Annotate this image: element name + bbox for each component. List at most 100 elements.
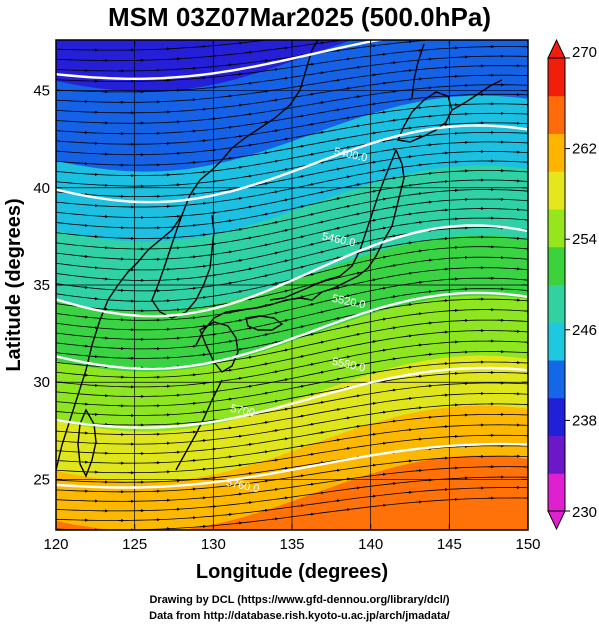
wind-arrow xyxy=(425,352,433,357)
y-tick-label: 25 xyxy=(33,471,50,488)
wind-arrow xyxy=(353,486,361,490)
wind-arrow xyxy=(333,499,341,503)
height-contour xyxy=(56,291,528,370)
wind-arrow xyxy=(389,205,397,209)
wind-arrow xyxy=(235,41,243,45)
wind-arrow xyxy=(245,267,253,271)
wind-arrow xyxy=(389,388,397,392)
wind-arrow xyxy=(523,189,528,193)
wind-arrow xyxy=(209,504,217,509)
x-tick-label: 140 xyxy=(358,536,383,553)
wind-arrow xyxy=(415,249,423,253)
wind-arrow xyxy=(271,370,279,374)
wind-arrow xyxy=(209,54,217,58)
x-axis-label: Longitude (degrees) xyxy=(196,561,388,583)
streamline xyxy=(56,84,528,124)
wind-arrow xyxy=(209,390,217,394)
wind-arrow xyxy=(235,434,243,438)
wind-arrow xyxy=(333,78,341,82)
wind-arrow xyxy=(405,126,413,130)
wind-arrow xyxy=(369,278,377,282)
wind-arrow xyxy=(425,143,433,147)
wind-arrow xyxy=(353,183,361,187)
streamline xyxy=(56,141,528,187)
colorbar-label: 230 xyxy=(572,504,597,521)
wind-arrow xyxy=(225,250,233,254)
colorbar-segment xyxy=(548,435,565,474)
wind-arrow xyxy=(225,484,233,488)
wind-arrow xyxy=(317,491,325,495)
wind-arrow xyxy=(308,34,314,35)
wind-arrow xyxy=(379,168,387,172)
wind-arrow xyxy=(281,348,289,352)
wind-arrow xyxy=(199,353,207,357)
streamline xyxy=(56,445,528,483)
wind-arrow xyxy=(389,90,397,94)
wind-arrow xyxy=(235,319,243,323)
streamline xyxy=(56,112,528,156)
wind-arrow xyxy=(281,228,289,233)
wind-arrow xyxy=(379,441,387,445)
wind-arrow xyxy=(225,188,233,192)
wind-arrow xyxy=(235,376,243,381)
colorbar-segment xyxy=(548,133,565,172)
wind-arrow xyxy=(235,72,243,76)
wind-arrow xyxy=(333,108,341,112)
wind-arrow xyxy=(415,374,423,379)
contour-label: 5700 xyxy=(229,403,255,420)
wind-arrow xyxy=(369,131,377,135)
wind-arrow xyxy=(317,280,325,284)
wind-arrow xyxy=(379,197,387,201)
wind-arrow xyxy=(343,204,351,208)
wind-arrow xyxy=(245,501,253,505)
colorbar-ticks: 230 238 246 254 262 270 xyxy=(565,44,597,521)
wind-arrow xyxy=(261,120,269,124)
wind-arrow xyxy=(379,317,387,321)
wind-arrow xyxy=(353,153,361,157)
wind-arrow xyxy=(209,476,217,480)
wind-arrow xyxy=(297,325,305,329)
wind-arrow xyxy=(235,347,243,352)
wind-arrow xyxy=(281,76,289,80)
wind-arrow xyxy=(353,212,361,216)
wind-arrow xyxy=(297,205,305,209)
wind-arrow xyxy=(317,41,325,45)
wind-arrow xyxy=(343,294,351,298)
wind-arrow xyxy=(189,344,197,348)
wind-arrow xyxy=(389,481,397,486)
wind-arrow xyxy=(415,77,423,81)
wind-arrow xyxy=(425,57,433,61)
wind-arrow xyxy=(199,139,207,143)
wind-arrow xyxy=(307,273,315,277)
height-contour xyxy=(56,224,528,318)
wind-arrow xyxy=(81,402,89,406)
wind-arrow xyxy=(343,57,351,61)
colorbar-segment xyxy=(548,209,565,248)
wind-arrow xyxy=(353,241,361,245)
wind-arrow xyxy=(225,368,233,373)
wind-arrow xyxy=(199,44,207,49)
wind-arrow xyxy=(189,255,197,259)
wind-arrow xyxy=(307,332,315,337)
wind-arrow xyxy=(415,468,423,473)
wind-arrow xyxy=(281,407,289,411)
colorbar-label: 238 xyxy=(572,412,597,429)
wind-arrow xyxy=(245,355,253,359)
x-tick-label: 125 xyxy=(122,536,147,553)
wind-streamlines xyxy=(56,34,528,530)
wind-arrow xyxy=(343,116,351,120)
wind-arrow xyxy=(81,254,89,259)
wind-arrow xyxy=(209,304,217,308)
colorbar-label: 270 xyxy=(572,44,597,61)
streamline xyxy=(56,487,528,521)
wind-arrow xyxy=(91,266,99,270)
wind-arrow xyxy=(271,399,279,403)
wind-arrow xyxy=(91,297,99,301)
wind-arrow xyxy=(333,49,341,53)
wind-arrow xyxy=(235,196,243,201)
grid-lines xyxy=(56,40,528,530)
wind-arrow xyxy=(441,362,449,366)
colorbar-segment xyxy=(548,58,565,97)
wind-arrow xyxy=(379,348,387,352)
coastline-korea xyxy=(151,214,215,319)
